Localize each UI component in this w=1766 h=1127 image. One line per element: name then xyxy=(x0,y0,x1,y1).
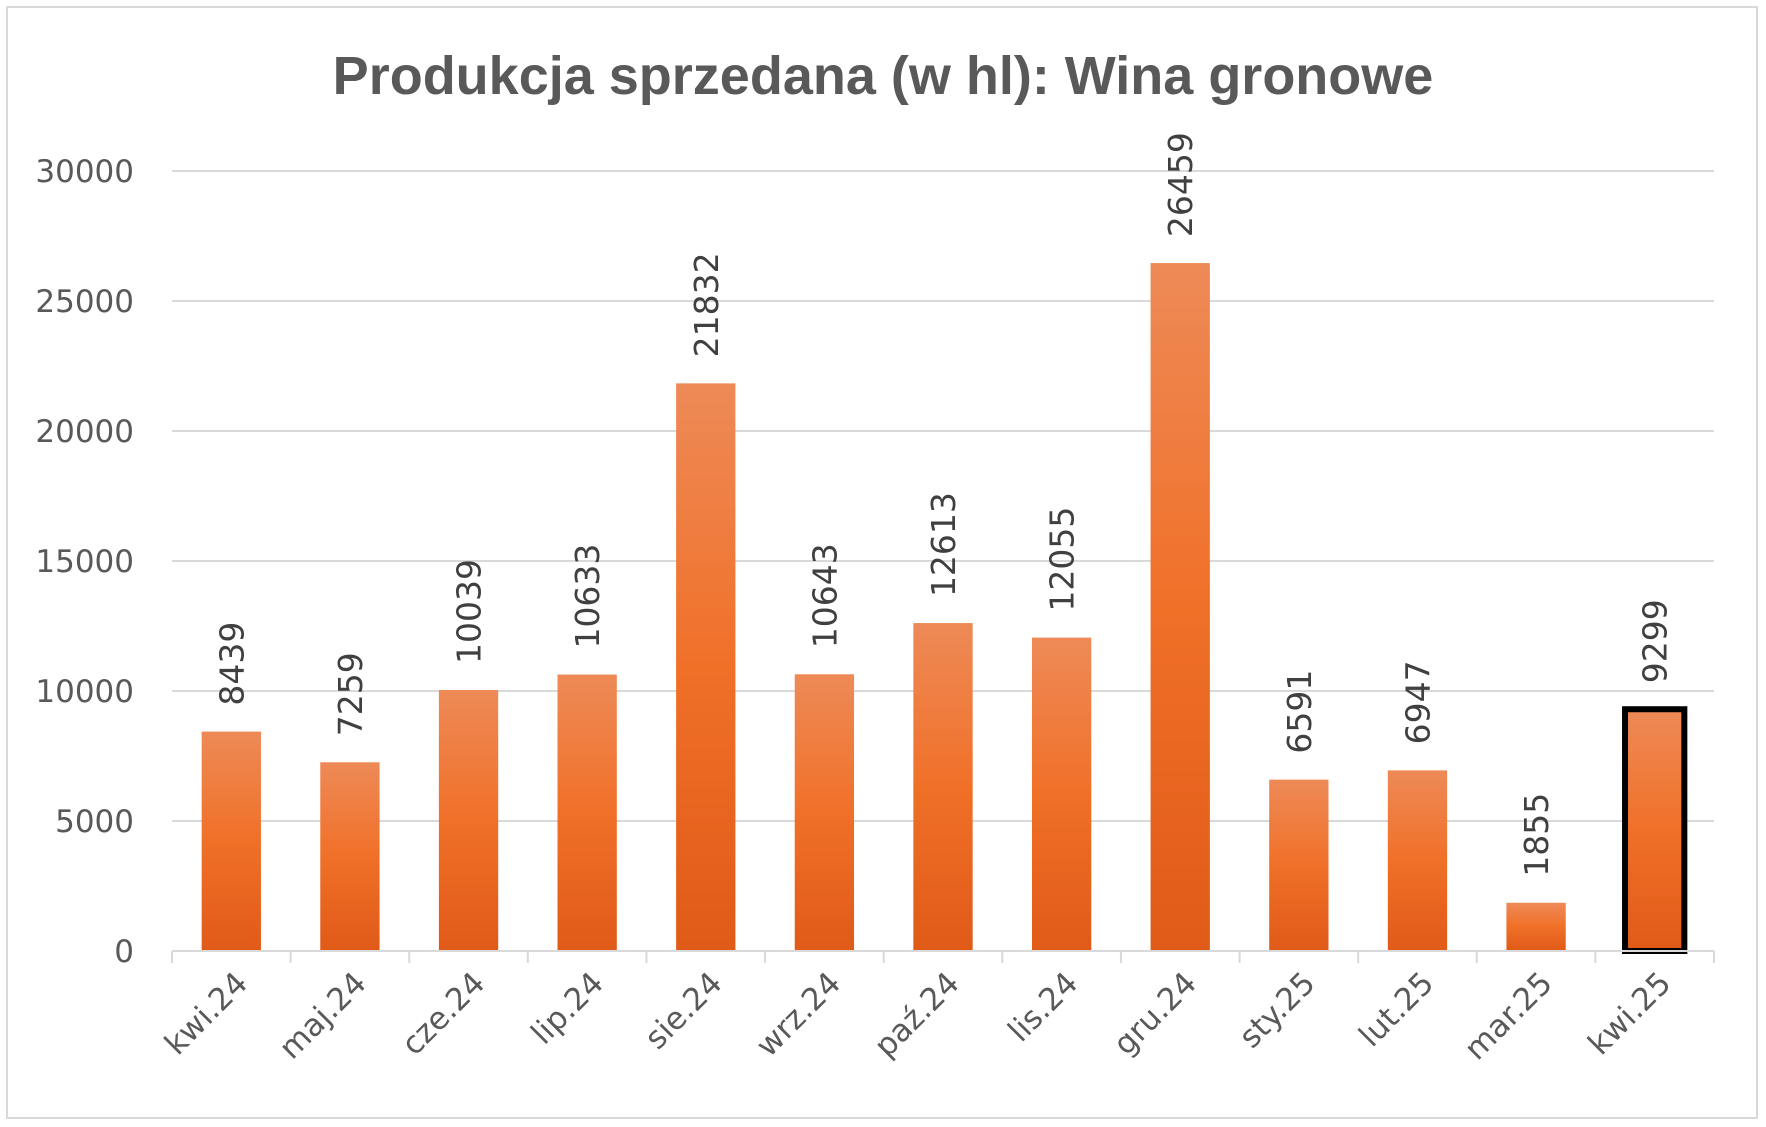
data-label: 21832 xyxy=(687,252,726,357)
data-label: 10633 xyxy=(568,544,607,649)
bar-mar.25 xyxy=(1506,902,1566,951)
data-label: 12055 xyxy=(1043,507,1082,612)
y-tick-label: 25000 xyxy=(35,284,134,320)
y-tick-label: 5000 xyxy=(55,804,134,840)
data-label: 10643 xyxy=(805,543,844,648)
data-label: 6947 xyxy=(1398,660,1437,744)
bar-maj.24 xyxy=(320,762,380,951)
bar-sty.25 xyxy=(1269,779,1329,951)
y-axis: 0 5000 10000 15000 20000 25000 30000 xyxy=(35,154,134,970)
data-label: 12613 xyxy=(924,492,963,597)
data-label: 9299 xyxy=(1636,599,1675,683)
data-label: 26459 xyxy=(1161,132,1200,237)
x-tick-label: lip.24 xyxy=(524,965,610,1051)
y-tick-label: 15000 xyxy=(35,544,134,580)
data-label: 10039 xyxy=(450,559,489,664)
bar-cze.24 xyxy=(438,689,499,951)
x-tick-label: gru.24 xyxy=(1107,965,1204,1062)
data-labels: 8439 7259 10039 10633 21832 10643 12613 12055 26… xyxy=(212,132,1674,877)
gridlines xyxy=(172,170,1714,822)
bar-kwi.24 xyxy=(201,731,261,951)
y-tick-label: 30000 xyxy=(35,154,134,190)
y-tick-label: 0 xyxy=(114,934,134,970)
data-label: 7259 xyxy=(331,652,370,736)
chart-title: Produkcja sprzedana (w hl): Wina gronowe xyxy=(333,46,1434,106)
bar-lip.24 xyxy=(557,674,617,951)
x-tick-label: sty.25 xyxy=(1232,965,1322,1055)
y-tick-label: 20000 xyxy=(35,414,134,450)
y-tick-label: 10000 xyxy=(35,674,134,710)
bar-lut.25 xyxy=(1387,770,1448,951)
bars xyxy=(201,263,1688,955)
bar-paź.24 xyxy=(913,623,973,951)
x-tick-label: mar.25 xyxy=(1458,965,1560,1067)
data-label: 6591 xyxy=(1280,670,1319,754)
x-tick-label: maj.24 xyxy=(272,965,373,1066)
x-tick-label: kwi.25 xyxy=(1581,965,1678,1062)
bar-wrz.24 xyxy=(794,674,855,951)
data-label: 1855 xyxy=(1517,793,1556,877)
bar-gru.24 xyxy=(1150,263,1210,951)
x-tick-label: lis.24 xyxy=(1001,965,1085,1049)
x-tick-label: wrz.24 xyxy=(749,965,848,1064)
data-label: 8439 xyxy=(212,622,251,706)
bar-sie.24 xyxy=(676,383,736,951)
x-tick-label: cze.24 xyxy=(395,965,492,1062)
x-tick-label: sie.24 xyxy=(638,965,729,1056)
x-tick-label: lut.25 xyxy=(1352,965,1441,1054)
bar-highlighted-kwi.25 xyxy=(1622,706,1688,955)
chart-frame xyxy=(6,6,1758,1119)
x-axis: kwi.24 maj.24 cze.24 lip.24 sie.24 wrz.24 paź.… xyxy=(158,950,1715,1067)
x-tick-label: kwi.24 xyxy=(158,965,255,1062)
bar-lis.24 xyxy=(1031,637,1092,951)
x-tick-label: paź.24 xyxy=(867,965,966,1064)
